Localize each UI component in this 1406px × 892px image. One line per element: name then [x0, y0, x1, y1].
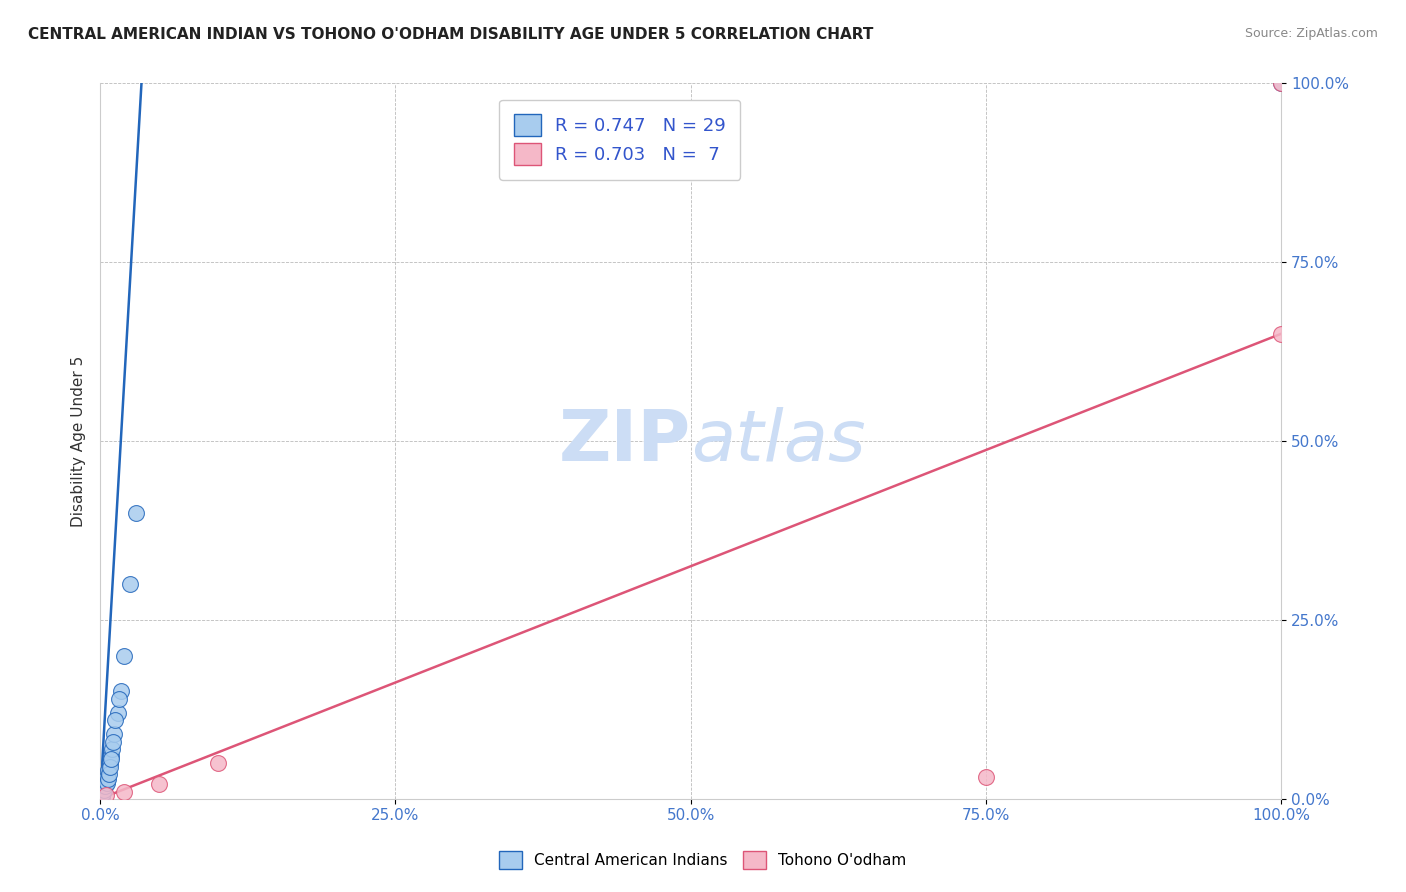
Y-axis label: Disability Age Under 5: Disability Age Under 5 — [72, 356, 86, 526]
Point — [110, 684, 132, 698]
Point — [104, 713, 127, 727]
Legend: R = 0.747   N = 29, R = 0.703   N =  7: R = 0.747 N = 29, R = 0.703 N = 7 — [499, 100, 741, 180]
Point — [96, 776, 118, 790]
Point — [93, 783, 115, 797]
Point — [94, 779, 117, 793]
Point — [94, 773, 117, 788]
Point — [112, 784, 135, 798]
Point — [148, 777, 170, 791]
Point — [1270, 77, 1292, 91]
Point — [91, 786, 114, 800]
Point — [100, 748, 122, 763]
Point — [96, 770, 118, 784]
Text: CENTRAL AMERICAN INDIAN VS TOHONO O'ODHAM DISABILITY AGE UNDER 5 CORRELATION CHA: CENTRAL AMERICAN INDIAN VS TOHONO O'ODHA… — [28, 27, 873, 42]
Point — [98, 759, 121, 773]
Text: atlas: atlas — [690, 407, 865, 475]
Point — [98, 756, 121, 770]
Point — [1270, 77, 1292, 91]
Point — [93, 780, 115, 795]
Point — [97, 763, 120, 777]
Point — [974, 770, 997, 784]
Point — [97, 772, 120, 786]
Point — [103, 727, 125, 741]
Point — [118, 577, 141, 591]
Point — [90, 788, 112, 802]
Point — [98, 766, 121, 780]
Point — [100, 752, 122, 766]
Text: ZIP: ZIP — [558, 407, 690, 475]
Point — [94, 788, 117, 802]
Text: Source: ZipAtlas.com: Source: ZipAtlas.com — [1244, 27, 1378, 40]
Point — [124, 506, 146, 520]
Point — [112, 648, 135, 663]
Point — [90, 789, 112, 804]
Point — [101, 734, 124, 748]
Legend: Central American Indians, Tohono O'odham: Central American Indians, Tohono O'odham — [494, 845, 912, 875]
Point — [107, 706, 129, 720]
Point — [91, 784, 114, 798]
Point — [207, 756, 229, 770]
Point — [94, 777, 117, 791]
Point — [1270, 326, 1292, 341]
Point — [101, 741, 124, 756]
Point — [108, 691, 131, 706]
